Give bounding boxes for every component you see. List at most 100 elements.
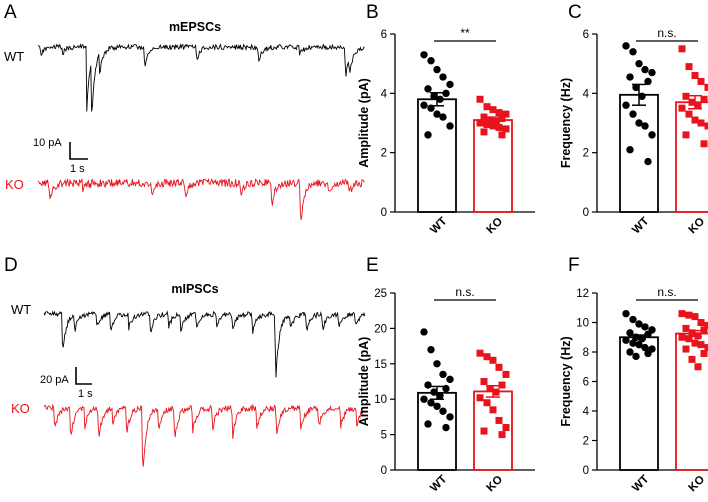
data-point-ko (688, 329, 696, 337)
data-point-wt (433, 402, 441, 410)
panel-f: F Frequency (Hz) 0 2 4 6 8 10 12 WT KO n.s. (559, 255, 708, 494)
data-point-wt (644, 157, 652, 166)
data-point-ko (685, 335, 693, 343)
panel-b: B Amplitude (pA) 0 2 4 6 WT KO ** (357, 2, 535, 236)
x-tick-label: KO (485, 215, 506, 236)
y-axis-label: Frequency (Hz) (559, 336, 573, 426)
data-point-ko (495, 123, 503, 131)
data-point-ko (495, 416, 503, 424)
data-point-ko (678, 310, 686, 318)
data-point-wt (446, 122, 454, 130)
data-point-wt (442, 384, 450, 393)
data-point-ko (476, 394, 484, 402)
x-tick-label: WT (428, 473, 449, 494)
data-point-ko (697, 341, 705, 349)
data-point-ko (682, 345, 690, 353)
panel-letter: F (568, 255, 580, 276)
data-point-ko (480, 378, 488, 385)
data-point-ko (697, 319, 705, 326)
data-point-wt (424, 85, 432, 93)
x-tick-label: WT (630, 215, 651, 236)
data-point-ko (697, 119, 705, 127)
data-point-ko (502, 110, 510, 118)
data-point-ko (476, 349, 484, 357)
y-tick-label: 6 (583, 29, 589, 41)
data-point-wt (427, 57, 435, 65)
trace-label-wt: WT (4, 49, 24, 64)
data-point-ko (489, 106, 497, 114)
x-tick-label: WT (428, 215, 449, 236)
y-axis-label: Frequency (Hz) (559, 78, 573, 168)
data-point-wt (420, 395, 428, 403)
data-point-ko (682, 92, 690, 100)
trace-ko (43, 403, 365, 467)
data-point-wt (622, 101, 630, 109)
data-point-wt (420, 101, 428, 109)
data-point-wt (626, 73, 634, 81)
data-point-wt (638, 335, 646, 343)
data-point-wt (635, 119, 643, 127)
trace-title: mEPSCs (169, 20, 221, 34)
significance-label: n.s. (657, 285, 676, 299)
x-tick-label: KO (687, 215, 708, 236)
data-point-wt (427, 104, 435, 112)
panel-c: C Frequency (Hz) 0 2 4 6 WT KO n.s. (559, 2, 708, 236)
data-point-wt (635, 340, 643, 349)
y-tick-label: 25 (374, 288, 387, 300)
data-point-ko (685, 110, 693, 118)
data-point-ko (697, 77, 705, 85)
data-point-ko (483, 120, 491, 128)
data-point-ko (495, 109, 503, 117)
y-tick-label: 0 (583, 207, 589, 219)
data-point-ko (498, 115, 506, 123)
panel-d: D mIPSCs WT KO 20 pA 1 s (4, 255, 366, 467)
panel-letter: E (366, 255, 379, 276)
y-tick-label: 20 (374, 323, 387, 335)
data-point-wt (622, 336, 630, 344)
data-point-ko (483, 399, 491, 407)
y-axis-label: Amplitude (pA) (357, 337, 371, 427)
data-point-ko (486, 116, 494, 124)
y-tick-label: 2 (583, 148, 589, 160)
data-point-ko (480, 113, 488, 121)
significance-label: n.s. (455, 285, 474, 299)
data-point-ko (678, 45, 686, 53)
data-point-wt (644, 349, 652, 358)
y-tick-label: 4 (583, 406, 590, 418)
data-point-wt (626, 329, 634, 337)
data-point-wt (622, 309, 630, 318)
data-point-wt (641, 323, 649, 331)
data-point-ko (502, 424, 510, 432)
data-point-wt (442, 423, 450, 432)
data-point-ko (483, 103, 491, 111)
trace-wt (37, 43, 365, 112)
data-point-wt (439, 73, 447, 81)
data-point-wt (629, 315, 637, 324)
y-tick-label: 0 (381, 465, 387, 477)
data-point-wt (629, 110, 637, 118)
trace-label-ko: KO (5, 177, 24, 192)
data-point-wt (622, 42, 630, 50)
panel-letter-d: D (4, 255, 18, 276)
data-point-wt (424, 420, 432, 428)
scale-bar: 20 pA 1 s (40, 367, 93, 400)
bar-wt (619, 93, 659, 213)
data-point-wt (433, 110, 441, 118)
bar-ko (473, 119, 513, 213)
data-point-wt (638, 92, 646, 101)
y-tick-label: 2 (381, 148, 387, 160)
x-tick-label: WT (630, 473, 651, 494)
data-point-ko (682, 324, 690, 332)
data-point-wt (439, 113, 447, 121)
scale-bar-time: 1 s (70, 163, 85, 175)
data-point-ko (678, 104, 686, 112)
data-point-wt (427, 399, 435, 407)
data-point-wt (436, 95, 444, 103)
x-tick-label: KO (687, 473, 708, 494)
data-point-ko (502, 125, 510, 133)
y-tick-label: 4 (381, 88, 388, 100)
data-point-ko (704, 122, 708, 130)
data-point-ko (483, 353, 491, 361)
data-point-wt (629, 339, 637, 347)
data-point-wt (641, 65, 649, 74)
